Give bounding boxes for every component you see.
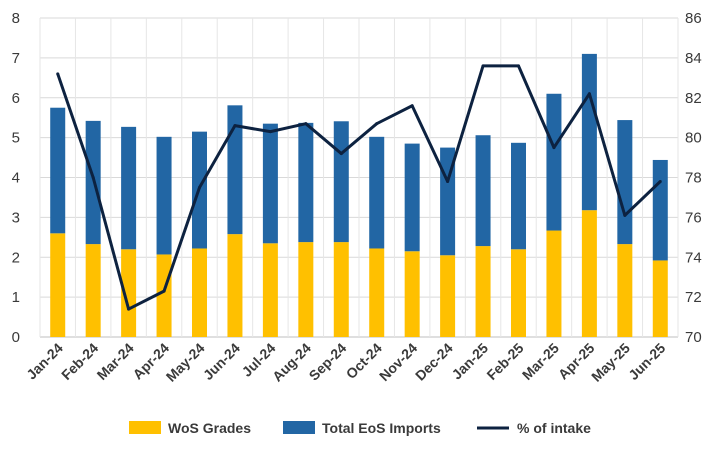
- y-left-tick-label: 7: [12, 50, 20, 67]
- legend-swatch-wos-grades: [129, 421, 161, 434]
- y-left-tick-label: 5: [12, 130, 20, 147]
- x-tick-label: Jun-25: [625, 340, 668, 383]
- bar-total-eos-imports: [546, 93, 562, 231]
- bar-wos-grades: [511, 249, 526, 337]
- x-tick-label: Jan-24: [23, 340, 66, 383]
- line-point: [517, 64, 520, 68]
- bar-wos-grades: [50, 233, 66, 337]
- line-point: [410, 104, 414, 108]
- bar-wos-grades: [121, 249, 137, 337]
- bar-wos-grades: [298, 242, 314, 337]
- bar-total-eos-imports: [333, 121, 349, 243]
- x-tick-label: Jun-24: [200, 340, 243, 383]
- y-right-tick-label: 84: [685, 50, 702, 67]
- bar-wos-grades: [333, 242, 349, 337]
- line-point: [162, 289, 166, 293]
- x-tick-label: Feb-25: [483, 340, 526, 383]
- y-right-tick-label: 70: [685, 329, 702, 346]
- line-point: [446, 179, 450, 183]
- y-left-tick-label: 6: [12, 90, 20, 107]
- y-axis-right: 70 72 74 76 78 80 82 84 86: [685, 10, 702, 346]
- y-axis-left: 0 1 2 3 4 5 6 7 8: [12, 10, 20, 346]
- line-point: [268, 130, 272, 134]
- line-point: [233, 124, 237, 128]
- bar-wos-grades: [617, 244, 633, 337]
- bar-total-eos-imports: [475, 135, 491, 247]
- bar-total-eos-imports: [581, 53, 597, 211]
- x-tick-label: Mar-24: [93, 340, 136, 383]
- bar-total-eos-imports: [227, 105, 243, 235]
- y-left-tick-label: 0: [12, 329, 20, 346]
- x-tick-label: May-25: [588, 340, 633, 385]
- line-point: [304, 122, 308, 126]
- bar-wos-grades: [581, 210, 597, 337]
- y-right-tick-label: 86: [685, 10, 702, 27]
- line-percent-of-intake: [56, 64, 662, 311]
- bar-wos-grades: [192, 248, 207, 337]
- bar-wos-grades: [440, 255, 456, 337]
- legend-label-wos-grades: WoS Grades: [168, 420, 251, 436]
- bars: [50, 53, 668, 337]
- line-point: [587, 92, 591, 96]
- bar-total-eos-imports: [511, 142, 526, 250]
- x-tick-label: Nov-24: [376, 340, 420, 384]
- y-left-tick-label: 1: [12, 289, 20, 306]
- x-tick-label: Sep-24: [306, 340, 350, 384]
- y-right-tick-label: 82: [685, 90, 702, 107]
- bar-wos-grades: [369, 248, 385, 337]
- y-right-tick-label: 76: [685, 209, 702, 226]
- bar-wos-grades: [475, 246, 491, 337]
- bar-total-eos-imports: [404, 143, 420, 252]
- bar-wos-grades: [546, 230, 562, 337]
- x-tick-label: Dec-24: [412, 340, 456, 384]
- line-point: [481, 64, 485, 68]
- grid: [39, 17, 679, 338]
- y-right-tick-label: 80: [685, 130, 702, 147]
- bar-wos-grades: [262, 243, 278, 337]
- legend: WoS Grades Total EoS Imports % of intake: [129, 420, 591, 436]
- x-tick-label: Mar-25: [519, 340, 562, 383]
- bar-total-eos-imports: [156, 136, 172, 255]
- x-tick-label: Jan-25: [448, 340, 491, 383]
- y-left-tick-label: 8: [12, 10, 20, 27]
- bar-total-eos-imports: [652, 159, 668, 261]
- x-tick-label: Feb-24: [58, 340, 101, 383]
- line-point: [198, 185, 201, 189]
- bar-total-eos-imports: [121, 126, 137, 250]
- bar-total-eos-imports: [50, 107, 66, 234]
- bar-wos-grades: [156, 254, 172, 337]
- line-point: [91, 176, 95, 179]
- bar-total-eos-imports: [298, 122, 314, 243]
- line-point: [623, 213, 627, 217]
- line-point: [375, 122, 379, 126]
- line-series: [56, 64, 662, 311]
- line-point: [552, 146, 556, 150]
- y-left-tick-label: 2: [12, 249, 20, 266]
- y-left-tick-label: 4: [12, 170, 20, 187]
- bar-wos-grades: [652, 260, 668, 337]
- y-left-tick-label: 3: [12, 209, 20, 226]
- y-right-tick-label: 78: [685, 170, 702, 187]
- bar-total-eos-imports: [617, 120, 633, 245]
- bar-total-eos-imports: [262, 123, 278, 244]
- x-axis: Jan-24Feb-24Mar-24Apr-24May-24Jun-24Jul-…: [23, 340, 668, 385]
- legend-label-percent-of-intake: % of intake: [517, 420, 591, 436]
- line-point: [339, 152, 343, 156]
- bar-wos-grades: [227, 234, 243, 337]
- legend-label-total-eos-imports: Total EoS Imports: [322, 420, 441, 436]
- bar-wos-grades: [404, 251, 420, 337]
- line-point: [56, 72, 60, 76]
- y-right-tick-label: 72: [685, 289, 702, 306]
- y-right-tick-label: 74: [685, 249, 702, 266]
- bar-total-eos-imports: [369, 136, 385, 249]
- bar-wos-grades: [85, 244, 101, 337]
- line-point: [127, 307, 131, 311]
- line-point: [658, 179, 662, 183]
- legend-swatch-total-eos-imports: [283, 421, 315, 434]
- x-tick-label: Aug-24: [269, 340, 314, 385]
- x-tick-label: May-24: [163, 340, 208, 385]
